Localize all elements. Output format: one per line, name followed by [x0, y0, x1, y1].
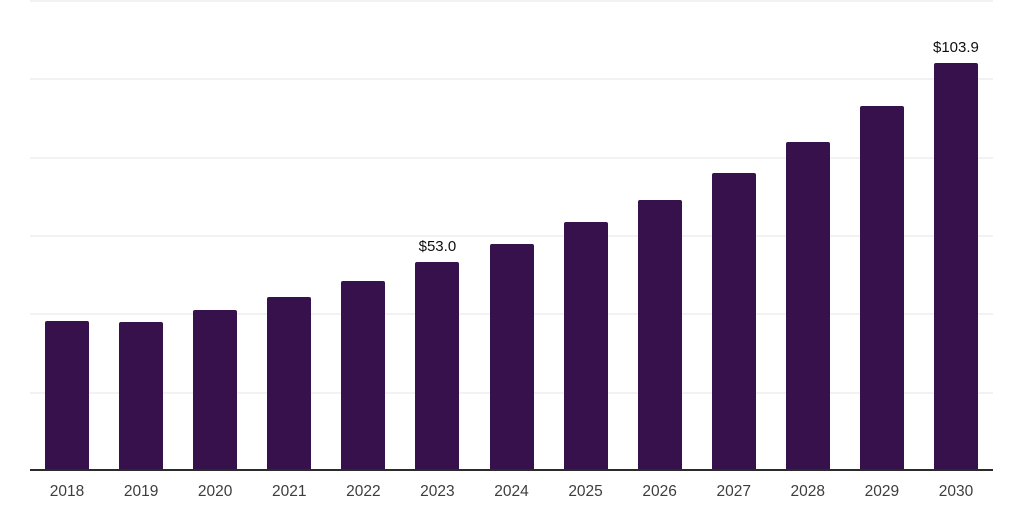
bar-2018	[45, 321, 90, 470]
data-label-2023: $53.0	[418, 238, 457, 256]
gridline-120	[30, 0, 993, 2]
bar-2029	[859, 105, 904, 470]
x-tick-label-2028: 2028	[790, 483, 826, 500]
bar-2030	[933, 63, 978, 470]
x-tick-label-2018: 2018	[49, 483, 85, 500]
bar-2019	[119, 322, 164, 470]
x-tick-label-2030: 2030	[938, 483, 974, 500]
x-tick-label-2026: 2026	[642, 483, 677, 500]
bar-2024	[489, 243, 534, 470]
x-tick-label-2029: 2029	[864, 483, 900, 500]
x-tick-label-2019: 2019	[123, 483, 159, 500]
data-label-2030: $103.9	[933, 39, 979, 57]
bar-2026	[637, 199, 682, 470]
x-tick-label-2020: 2020	[197, 483, 233, 500]
bar-2027	[711, 172, 756, 470]
x-tick-label-2027: 2027	[716, 483, 751, 500]
bar-2025	[563, 222, 608, 470]
x-tick-label-2025: 2025	[568, 483, 603, 500]
bar-2020	[193, 310, 238, 470]
bar-2028	[785, 141, 830, 470]
bar-2021	[267, 297, 312, 470]
x-axis-line	[30, 469, 993, 471]
gridline-60	[30, 235, 993, 237]
x-tick-label-2022: 2022	[346, 483, 381, 500]
gridline-100	[30, 78, 993, 81]
x-tick-label-2021: 2021	[272, 483, 307, 500]
bar-2023	[415, 262, 460, 470]
x-tick-label-2023: 2023	[420, 483, 455, 500]
gridline-80	[30, 156, 993, 159]
bar-2022	[341, 281, 386, 470]
x-tick-label-2024: 2024	[494, 483, 529, 500]
